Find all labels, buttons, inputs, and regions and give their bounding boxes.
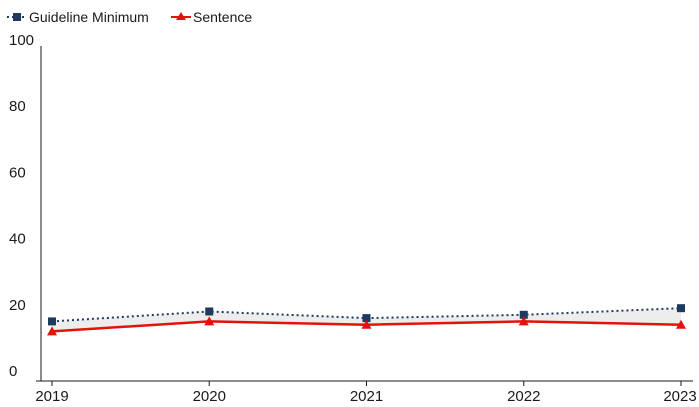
- y-tick-label: 60: [9, 164, 26, 181]
- x-tick-label: 2023: [663, 388, 696, 405]
- legend-label-sentence: Sentence: [193, 9, 252, 25]
- data-point-sentence: [518, 316, 529, 326]
- legend-label-guideline-minimum: Guideline Minimum: [29, 9, 149, 25]
- data-point-guideline-minimum: [48, 317, 56, 326]
- x-tick-label: 2019: [35, 388, 68, 405]
- data-point-guideline-minimum: [677, 304, 685, 313]
- y-tick-label: 100: [9, 32, 34, 49]
- x-tick-label: 2020: [193, 388, 226, 405]
- chart-axes: 0 20 40 60 80 100 2019 2020 2021 2022 2023: [9, 32, 697, 405]
- data-point-guideline-minimum: [519, 310, 528, 319]
- legend-marker-triangle-icon: [176, 12, 186, 20]
- y-tick-label: 80: [9, 98, 26, 115]
- x-tick-label: 2021: [350, 388, 383, 405]
- y-tick-label: 0: [9, 363, 17, 380]
- legend-item-guideline-minimum: Guideline Minimum: [7, 9, 149, 25]
- data-point-sentence: [361, 319, 372, 329]
- x-tick-label: 2022: [507, 388, 540, 405]
- data-point-guideline-minimum: [205, 307, 214, 316]
- chart-plot-area: [47, 304, 686, 336]
- data-point-sentence: [204, 316, 215, 326]
- series-line-guideline-minimum: [51, 307, 682, 323]
- y-tick-label: 20: [9, 297, 26, 314]
- legend-marker-square-icon: [13, 13, 21, 21]
- legend-item-sentence: Sentence: [171, 9, 252, 25]
- chart-legend: Guideline Minimum Sentence: [7, 9, 252, 25]
- y-tick-label: 40: [9, 231, 26, 248]
- data-point-sentence: [47, 326, 57, 336]
- data-point-sentence: [676, 319, 686, 329]
- data-point-guideline-minimum: [362, 314, 371, 323]
